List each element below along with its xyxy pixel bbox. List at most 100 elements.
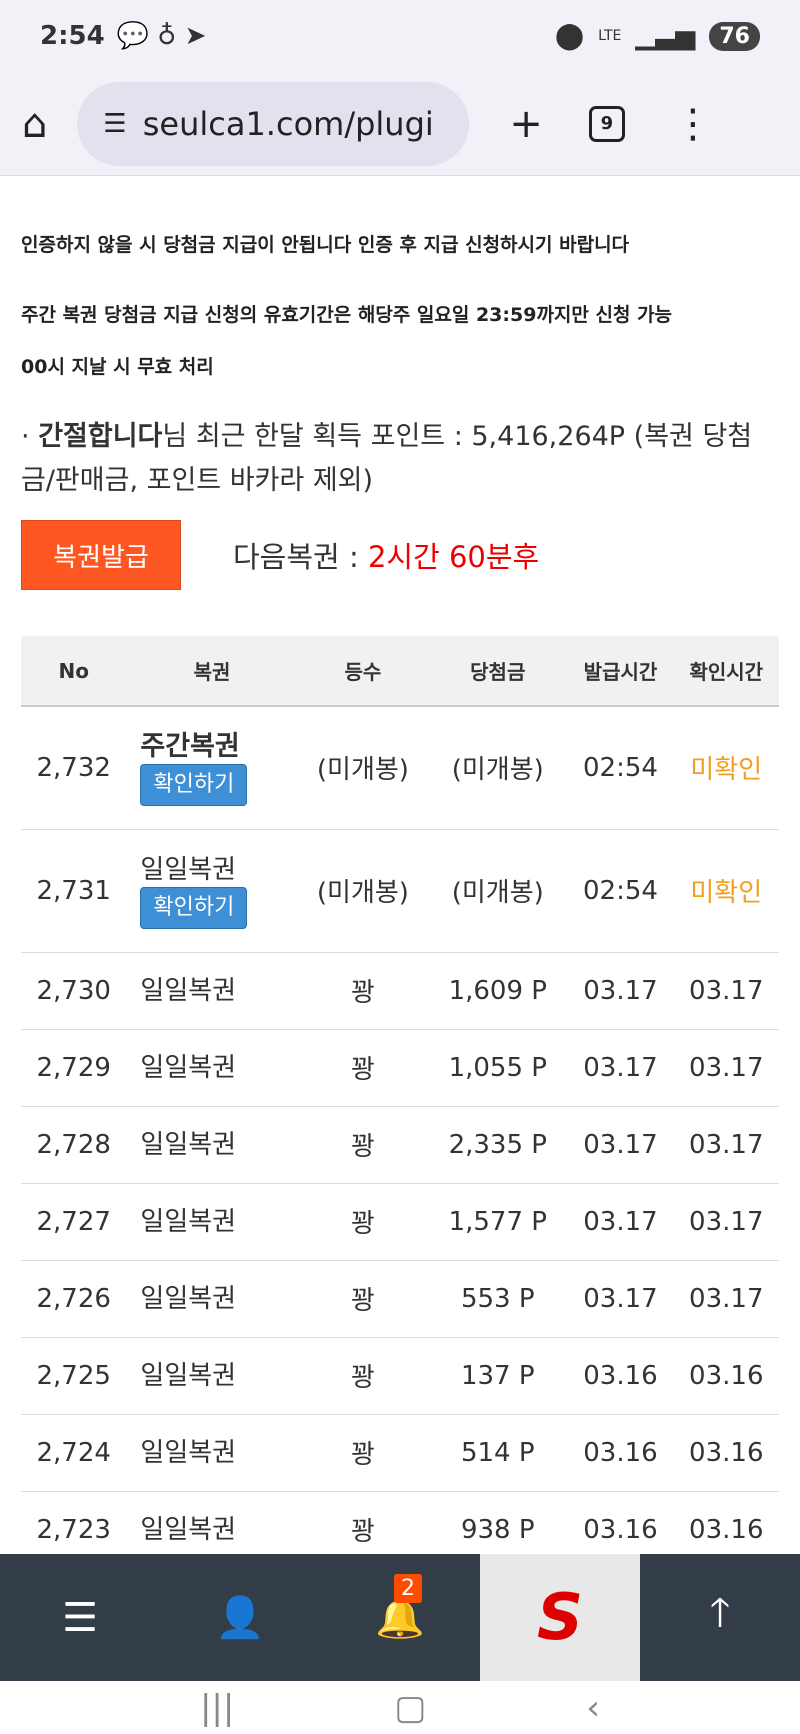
- table-row: 2,727 일일복권 꽝 1,577 P 03.17 03.17: [21, 1183, 779, 1261]
- battery: 76: [709, 21, 760, 51]
- home-icon[interactable]: ⌂: [22, 100, 48, 147]
- lottery-table: No 복권 등수 당첨금 발급시간 확인시간 2,732 주간복권 확인하기 (미개봉) (미개봉…: [21, 636, 779, 1569]
- confirmed-cell: 03.17: [673, 1029, 779, 1107]
- lottery-name: 주간복권: [140, 730, 240, 762]
- confirmed-cell: 03.17: [673, 1183, 779, 1261]
- no-cell: 2,728: [21, 1106, 127, 1184]
- confirmed-cell: 03.16: [673, 1414, 779, 1492]
- issued-cell: 03.17: [567, 952, 674, 1030]
- prize-cell: (미개봉): [428, 829, 568, 953]
- name-cell: 일일복권: [126, 1337, 298, 1415]
- issued-cell: 03.17: [567, 1183, 674, 1261]
- issued-cell: 03.16: [567, 1337, 674, 1415]
- url-text: seulca1.com/plugi: [142, 104, 434, 143]
- rank-cell: 꽝: [297, 1260, 429, 1338]
- lottery-name: 일일복권: [140, 854, 237, 885]
- lottery-name: 일일복권: [140, 1437, 237, 1468]
- next-lottery: 다음복권 : 2시간 60분후: [233, 534, 539, 576]
- lottery-name: 일일복권: [140, 1514, 237, 1545]
- recents-icon[interactable]: |||: [199, 1687, 235, 1728]
- lottery-name: 일일복권: [140, 1129, 237, 1160]
- lottery-name: 일일복권: [140, 1360, 237, 1391]
- home-button-icon[interactable]: ▢: [394, 1687, 427, 1728]
- status-bar: 2:54 💬 ♁ ➤ ⬤ LTE ▁▃▅ 76: [0, 0, 800, 72]
- no-cell: 2,732: [21, 706, 127, 830]
- table-row: 2,726 일일복권 꽝 553 P 03.17 03.17: [21, 1260, 779, 1338]
- no-cell: 2,730: [21, 952, 127, 1030]
- name-cell: 일일복권: [126, 1029, 298, 1107]
- site-logo[interactable]: S: [480, 1554, 640, 1681]
- column-header: 확인시간: [673, 636, 779, 707]
- user-icon[interactable]: 👤: [215, 1595, 265, 1641]
- prize-cell: 1,577 P: [428, 1183, 568, 1261]
- issue-lottery-button[interactable]: 복권발급: [21, 520, 181, 590]
- notice-text: 주간 복권 당첨금 지급 신청의 유효기간은 해당주 일요일 23:59까지만 …: [21, 304, 673, 326]
- no-cell: 2,731: [21, 829, 127, 953]
- username: 간절합니다: [38, 421, 163, 452]
- prize-cell: 1,055 P: [428, 1029, 568, 1107]
- prize-cell: (미개봉): [428, 706, 568, 830]
- confirmed-cell: 03.17: [673, 1260, 779, 1338]
- check-button[interactable]: 확인하기: [140, 886, 248, 929]
- no-cell: 2,727: [21, 1183, 127, 1261]
- prize-cell: 1,609 P: [428, 952, 568, 1030]
- back-icon[interactable]: ‹: [586, 1687, 600, 1728]
- table-row: 2,728 일일복권 꽝 2,335 P 03.17 03.17: [21, 1106, 779, 1184]
- table-row: 2,731 일일복권 확인하기 (미개봉) (미개봉) 02:54 미확인: [21, 829, 779, 953]
- notice-text: 00시 지날 시 무효 처리: [21, 356, 214, 378]
- issued-cell: 03.16: [567, 1414, 674, 1492]
- site-settings-icon[interactable]: ☰: [103, 108, 127, 139]
- lottery-name: 일일복권: [140, 1052, 237, 1083]
- name-cell: 일일복권: [126, 1183, 298, 1261]
- issued-cell: 03.17: [567, 1260, 674, 1338]
- bell-icon[interactable]: 🔔 2: [375, 1574, 425, 1641]
- check-button[interactable]: 확인하기: [140, 763, 248, 806]
- rank-cell: (미개봉): [297, 706, 429, 830]
- prize-cell: 137 P: [428, 1337, 568, 1415]
- more-menu-icon[interactable]: ⋮: [672, 100, 713, 147]
- next-countdown: 2시간 60분후: [367, 540, 540, 574]
- rank-cell: 꽝: [297, 1106, 429, 1184]
- url-bar[interactable]: ☰ seulca1.com/plugi: [77, 81, 470, 166]
- lottery-name: 일일복권: [140, 1206, 237, 1237]
- confirmed-cell: 미확인: [673, 829, 779, 953]
- prize-cell: 514 P: [428, 1414, 568, 1492]
- confirmed-cell: 03.17: [673, 952, 779, 1030]
- location-icon: ⬤: [554, 21, 585, 51]
- column-header: 등수: [297, 636, 429, 707]
- scroll-top-icon[interactable]: 🡑: [709, 1589, 731, 1636]
- lottery-name: 일일복권: [140, 975, 237, 1006]
- column-header: 복권: [126, 636, 298, 707]
- prize-cell: 553 P: [428, 1260, 568, 1338]
- table-row: 2,724 일일복권 꽝 514 P 03.16 03.16: [21, 1414, 779, 1492]
- name-cell: 일일복권: [126, 1106, 298, 1184]
- points-text: 님 최근 한달 획득 포인트 : 5,416,264P (복권 당첨금/판매금,…: [21, 421, 753, 496]
- table-row: 2,730 일일복권 꽝 1,609 P 03.17 03.17: [21, 952, 779, 1030]
- bottom-nav: ☰ 👤 🔔 2 S 🡑: [0, 1554, 800, 1681]
- name-cell: 일일복권: [126, 1260, 298, 1338]
- tab-switcher-button[interactable]: 9: [588, 105, 625, 142]
- issued-cell: 02:54: [567, 706, 674, 830]
- rank-cell: 꽝: [297, 1337, 429, 1415]
- prize-cell: 2,335 P: [428, 1106, 568, 1184]
- notice-text: 인증하지 않을 시 당첨금 지급이 안됩니다 인증 후 지급 신청하시기 바랍니…: [21, 234, 630, 256]
- name-cell: 일일복권 확인하기: [126, 829, 298, 953]
- confirmed-cell: 03.17: [673, 1106, 779, 1184]
- name-cell: 주간복권 확인하기: [126, 706, 298, 830]
- clock: 2:54: [40, 21, 105, 51]
- confirmed-cell: 미확인: [673, 706, 779, 830]
- no-cell: 2,725: [21, 1337, 127, 1415]
- notification-badge: 2: [394, 1574, 422, 1603]
- system-nav: ||| ▢ ‹: [0, 1681, 800, 1734]
- no-cell: 2,729: [21, 1029, 127, 1107]
- confirmed-cell: 03.16: [673, 1337, 779, 1415]
- no-cell: 2,726: [21, 1260, 127, 1338]
- rank-cell: (미개봉): [297, 829, 429, 953]
- rank-cell: 꽝: [297, 1183, 429, 1261]
- menu-icon[interactable]: ☰: [62, 1594, 98, 1641]
- notification-icons: 💬 ♁ ➤: [116, 21, 207, 51]
- new-tab-icon[interactable]: +: [509, 100, 543, 147]
- rank-cell: 꽝: [297, 1029, 429, 1107]
- name-cell: 일일복권: [126, 1414, 298, 1492]
- next-label: 다음복권 :: [233, 540, 368, 574]
